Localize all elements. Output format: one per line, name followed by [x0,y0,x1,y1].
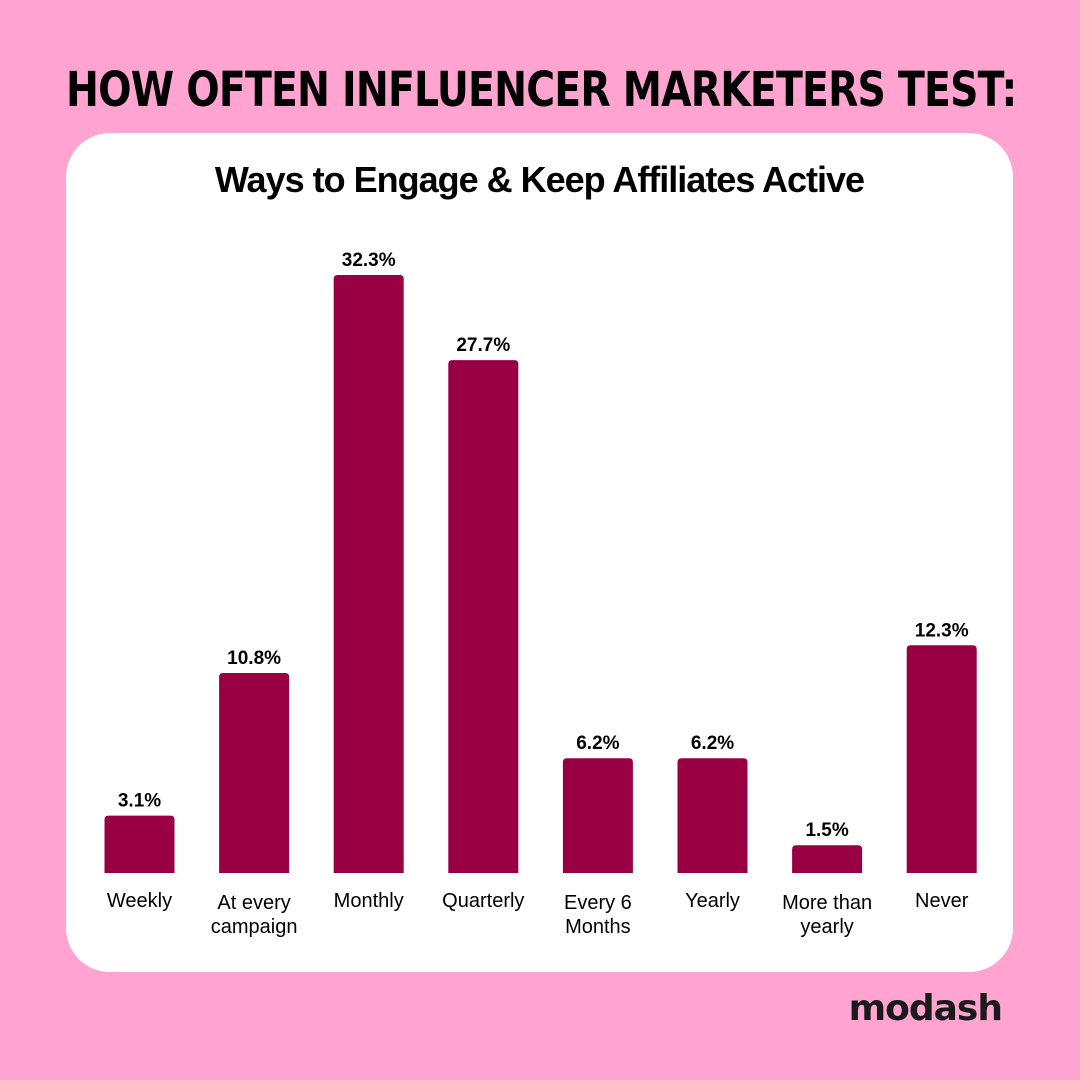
category-label: Yearly [685,890,740,912]
bar [792,845,863,873]
data-label: 32.3% [342,250,396,271]
bar [906,645,977,873]
category-label: Every 6 Months [564,892,632,938]
bar [333,275,404,873]
bar [104,815,175,873]
bar [562,758,633,873]
category-label: At every campaign [211,892,298,938]
bar-chart: 3.1% Weekly 10.8% At every campaign 32.3% Mont… [104,250,977,938]
bar [448,360,519,874]
bar [219,673,290,873]
brand-logo: modash [848,988,1003,1029]
data-label: 10.8% [227,648,281,669]
category-label: Quarterly [442,890,524,912]
bar [677,758,748,873]
headline: HOW OFTEN INFLUENCER MARKETERS TEST: [66,62,1017,118]
category-label: Never [915,890,969,912]
data-label: 12.3% [915,620,969,641]
category-label: More than yearly [782,892,872,938]
data-label: 27.7% [456,335,510,356]
chart-title: Ways to Engage & Keep Affiliates Active [214,159,865,200]
category-label: Weekly [107,890,172,912]
data-label: 3.1% [118,791,161,812]
data-label: 1.5% [805,820,848,841]
chart-card: Ways to Engage & Keep Affiliates Active … [66,133,1013,972]
data-label: 6.2% [691,733,734,754]
category-label: Monthly [334,890,404,912]
data-label: 6.2% [576,733,619,754]
